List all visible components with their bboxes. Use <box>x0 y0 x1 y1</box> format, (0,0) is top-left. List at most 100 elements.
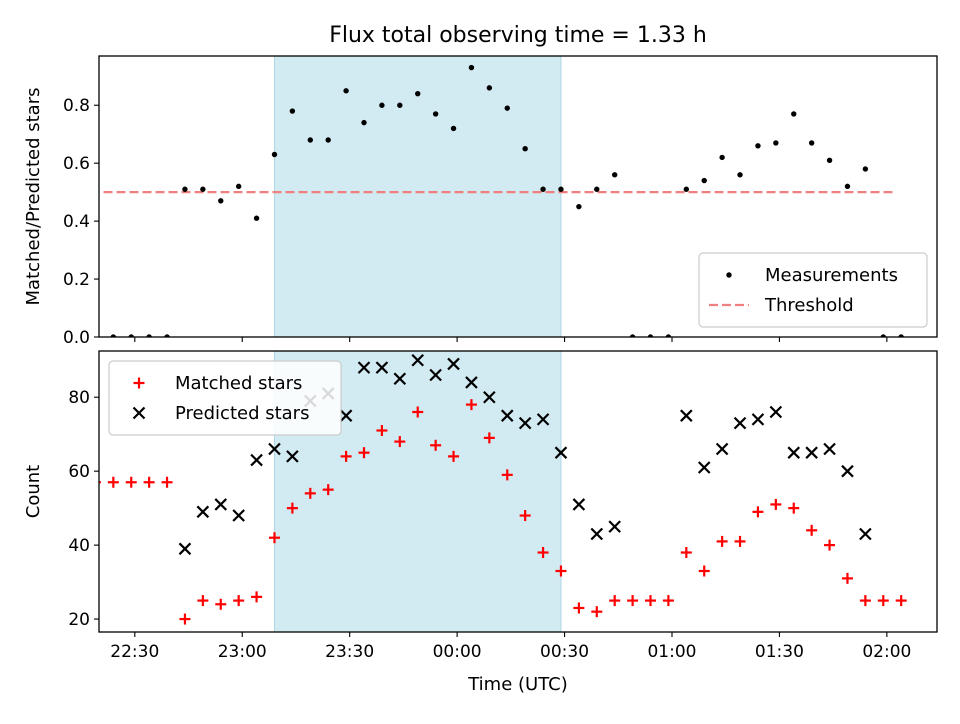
ratio-point <box>128 334 134 337</box>
ratio-point <box>647 334 654 337</box>
count-point <box>536 413 550 426</box>
count-point <box>788 502 800 514</box>
count-point <box>787 446 801 459</box>
ratio-point <box>808 140 815 146</box>
ratio-point <box>665 334 672 337</box>
ratio-point <box>773 140 779 146</box>
x-tick-label: 22:30 <box>110 642 159 662</box>
count-point <box>161 476 173 488</box>
count-point <box>233 595 245 607</box>
count-point <box>591 606 603 618</box>
legend-label: Predicted stars <box>175 403 309 424</box>
y-tick-label: 0.8 <box>63 96 90 116</box>
ratio-point <box>415 90 421 97</box>
count-point <box>662 595 674 607</box>
ratio-point <box>110 334 117 337</box>
y-tick-label: 0.0 <box>63 328 90 348</box>
count-point <box>393 372 407 386</box>
count-point <box>554 446 568 459</box>
y-tick-label: 60 <box>68 462 90 482</box>
ratio-point <box>844 183 851 190</box>
count-legend: Matched stars Predicted stars <box>108 360 342 436</box>
chart-title: Flux total observing time = 1.33 h <box>329 23 707 48</box>
x-tick-label: 02:00 <box>862 642 911 662</box>
count-point <box>501 469 513 481</box>
legend-box <box>698 252 928 328</box>
ratio-point <box>737 172 743 178</box>
legend-label: Measurements <box>765 265 898 286</box>
count-point <box>340 450 352 462</box>
count-series-1 <box>178 353 872 556</box>
ratio-point <box>486 85 493 91</box>
ratio-point <box>755 143 761 149</box>
count-point <box>590 527 604 541</box>
ratio-point <box>683 186 690 192</box>
count-point <box>573 602 585 614</box>
count-point <box>250 453 263 467</box>
y-tick-label: 40 <box>68 536 90 556</box>
count-point <box>751 413 765 426</box>
ratio-point <box>450 125 457 132</box>
count-point <box>519 510 531 522</box>
count-point <box>304 487 316 499</box>
count-series-0 <box>99 399 907 625</box>
count-y-axis-label: Count <box>23 465 44 518</box>
count-point <box>322 484 334 496</box>
ratio-panel: 0.0 0.2 0.4 0.6 0.8 Matched/Predicted stars Me… <box>23 55 938 348</box>
count-point <box>376 424 388 436</box>
ratio-point <box>218 198 224 204</box>
ratio-series-0 <box>110 64 904 337</box>
ratio-point <box>826 157 833 163</box>
count-point <box>841 464 854 478</box>
count-point <box>680 547 692 559</box>
count-point <box>859 595 871 607</box>
count-point <box>805 446 818 459</box>
x-tick-label: 23:00 <box>218 642 267 662</box>
y-tick-label: 80 <box>68 388 90 408</box>
count-point <box>143 476 155 488</box>
ratio-point <box>719 154 725 161</box>
ratio-point <box>182 186 188 192</box>
count-point <box>286 502 298 514</box>
ratio-point <box>343 88 349 94</box>
ratio-point <box>397 102 403 108</box>
count-point <box>518 416 532 430</box>
ratio-point <box>200 186 206 192</box>
count-point <box>232 509 245 522</box>
count-point <box>268 532 280 544</box>
observing-window-span <box>273 55 562 338</box>
count-point <box>752 506 764 518</box>
count-point <box>697 461 711 474</box>
count-point <box>430 439 442 451</box>
count-point <box>609 595 621 607</box>
count-point <box>627 595 639 607</box>
ratio-point <box>522 146 528 152</box>
count-point <box>465 376 478 389</box>
ratio-point <box>325 137 331 143</box>
ratio-point <box>504 105 510 111</box>
ratio-point <box>164 334 170 337</box>
count-point <box>877 595 889 607</box>
count-point <box>412 406 424 418</box>
count-point <box>806 524 818 536</box>
count-point <box>125 476 137 488</box>
legend-label: Matched stars <box>175 373 302 394</box>
count-panel: 22:30 23:00 23:30 00:00 00:30 01:00 01:30 02:00… <box>23 350 938 662</box>
ratio-point <box>468 64 475 71</box>
count-point <box>268 442 281 456</box>
count-point <box>608 520 621 533</box>
ratio-point <box>540 186 546 192</box>
count-point <box>770 498 782 510</box>
ratio-point <box>235 183 242 190</box>
ratio-axes-frame <box>98 55 938 338</box>
ratio-point <box>432 111 439 117</box>
ratio-point <box>791 111 797 117</box>
count-point <box>107 476 119 488</box>
legend-box <box>108 360 342 436</box>
count-point <box>483 432 495 444</box>
count-point <box>339 409 353 422</box>
count-point <box>197 595 209 607</box>
count-point <box>733 416 747 430</box>
count-point <box>715 442 729 456</box>
